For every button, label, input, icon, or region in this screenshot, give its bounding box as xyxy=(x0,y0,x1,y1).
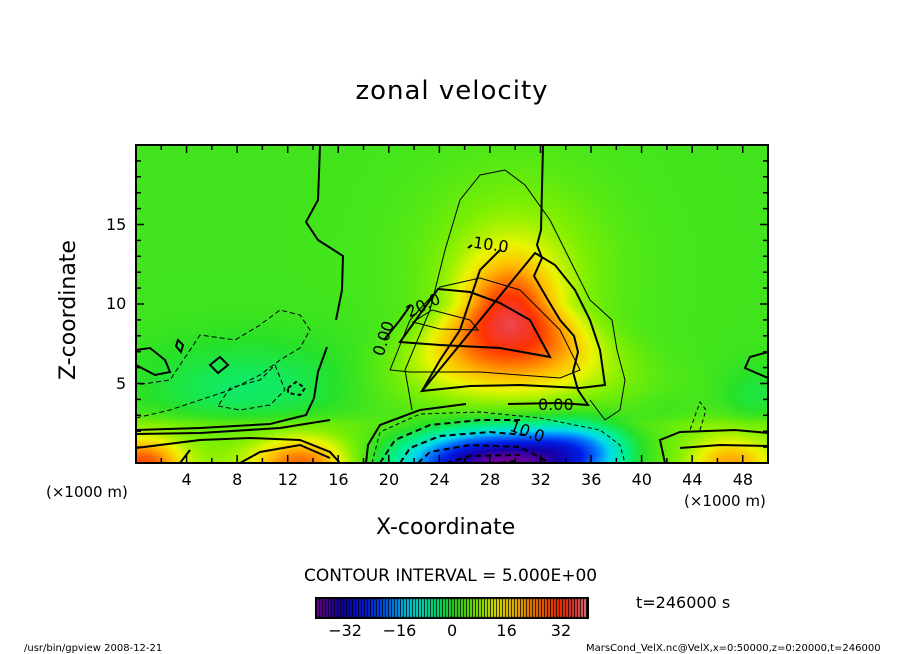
footer-program: /usr/bin/gpview 2008-12-21 xyxy=(24,643,163,654)
contour-surface-right xyxy=(658,428,769,464)
axis-ticks xyxy=(136,145,768,463)
contour-label-zero-lower: 0.00 xyxy=(538,395,574,414)
x-unit-right: (×1000 m) xyxy=(684,492,766,510)
contour-label-20: 20.0 xyxy=(403,289,443,321)
colorbar-tick-label: 16 xyxy=(496,621,517,640)
contour-neg-left xyxy=(135,309,311,419)
y-tick-label: 10 xyxy=(106,294,127,313)
contour-zero-island xyxy=(174,338,230,375)
colorbar-tick-label: 0 xyxy=(447,621,458,640)
x-tick-label: 24 xyxy=(429,470,450,489)
x-tick-label: 8 xyxy=(232,470,243,489)
chart-title: zonal velocity xyxy=(355,76,549,106)
x-tick-label: 40 xyxy=(631,470,652,489)
y-axis-label: Z-coordinate xyxy=(56,240,81,380)
x-tick-label: 20 xyxy=(378,470,400,489)
x-unit-left: (×1000 m) xyxy=(46,483,128,501)
x-tick-label: 4 xyxy=(181,470,192,489)
contour-10 xyxy=(419,244,607,393)
footer-source: MarsCond_VelX.nc@VelX,x=0:50000,z=0:2000… xyxy=(586,643,881,654)
contour-zero-left-island xyxy=(135,346,172,377)
contour-15 xyxy=(389,277,581,379)
x-tick-label: 44 xyxy=(682,470,703,489)
x-tick-label: 12 xyxy=(277,470,299,489)
contour-zero-far-right xyxy=(743,351,769,379)
contour-neg-bottom xyxy=(379,419,551,464)
contour-20 xyxy=(383,287,552,359)
plot-frame xyxy=(135,144,769,464)
contour-neg-thin xyxy=(371,400,707,464)
x-tick-label: 16 xyxy=(328,470,349,489)
contour-label-10-upper: 10.0 xyxy=(472,233,510,257)
x-tick-label: 36 xyxy=(581,470,602,489)
contour-interval: CONTOUR INTERVAL = 5.000E+00 xyxy=(304,566,598,586)
contour-zero-right xyxy=(365,145,590,464)
x-tick-label: 28 xyxy=(479,470,501,489)
colorbar-tick-label: −16 xyxy=(382,621,417,640)
colorbar-tick-label: 32 xyxy=(550,621,572,640)
contour-labels: 0.00 10.0 20.0 0.00 10.0 xyxy=(369,233,574,446)
contour-5 xyxy=(404,169,626,421)
x-tick-label: 48 xyxy=(732,470,754,489)
contour-neg-left-small xyxy=(287,380,307,397)
contour-lines xyxy=(135,145,769,464)
contour-zero-left xyxy=(135,145,345,431)
contour-surface-left xyxy=(135,419,341,464)
colorbar-tick-label: −32 xyxy=(328,621,362,640)
x-axis-label: X-coordinate xyxy=(376,515,516,540)
y-tick-label: 5 xyxy=(116,373,127,393)
time-label: t=246000 s xyxy=(636,593,731,612)
contour-25 xyxy=(411,309,480,331)
colorbar xyxy=(315,597,589,619)
contour-label-10-lower: 10.0 xyxy=(507,416,547,446)
velocity-field xyxy=(136,145,768,463)
x-tick-label: 32 xyxy=(530,470,551,489)
contour-label-zero-left: 0.00 xyxy=(369,319,398,359)
y-tick-label: 15 xyxy=(106,214,127,234)
